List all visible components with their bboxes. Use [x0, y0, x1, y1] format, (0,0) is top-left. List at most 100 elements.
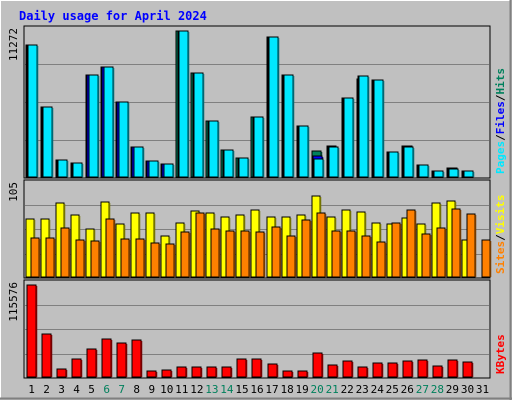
bar-pages-day-4-body — [72, 162, 83, 178]
bar-kbytes-day-29-body — [447, 359, 458, 378]
bar-sites-day-25 — [391, 222, 402, 278]
bar-pages-day-18-body — [283, 74, 294, 178]
bar-kbytes-day-14-body — [221, 366, 232, 378]
bar-pages-day-16 — [253, 116, 265, 178]
bar-sites-day-6-body — [105, 218, 115, 278]
bar-kbytes-day-16-body — [251, 358, 262, 378]
bar-sites-day-31 — [481, 239, 492, 278]
bar-sites-day-4 — [75, 239, 86, 278]
bar-sites-day-17-body — [271, 226, 281, 278]
panel-hits-files-pages: 11272 Pages/Files/Hits — [7, 25, 507, 179]
bar-sites-day-8-body — [135, 238, 145, 278]
bar-pages-day-5-body — [88, 74, 99, 178]
bar-kbytes-day-20-body — [312, 352, 323, 378]
bar-pages-day-9 — [148, 160, 160, 178]
bar-kbytes-day-10 — [161, 369, 173, 378]
bar-sites-day-28 — [436, 227, 447, 278]
bar-sites-day-13 — [210, 228, 221, 278]
panel-kbytes-max-label: 115576 — [7, 282, 20, 322]
bar-pages-day-8 — [133, 146, 145, 178]
bar-sites-day-24 — [376, 241, 387, 278]
bar-pages-day-3 — [57, 159, 69, 178]
bar-pages-day-27-body — [418, 164, 429, 178]
bar-kbytes-day-11-body — [176, 366, 187, 378]
bar-sites-day-27-body — [421, 233, 431, 278]
bar-sites-day-14 — [225, 230, 236, 278]
bar-pages-day-11 — [178, 30, 190, 178]
bar-pages-day-1 — [27, 44, 39, 178]
bar-kbytes-day-9 — [146, 370, 158, 378]
bar-sites-day-16 — [255, 231, 266, 278]
legend-sites: Sites — [494, 241, 507, 274]
panel-visits-sites-legend: Sites/Visits — [494, 195, 507, 275]
bar-sites-day-19 — [301, 219, 312, 278]
bar-sites-day-1-body — [30, 237, 40, 278]
bar-kbytes-day-19-body — [297, 370, 308, 378]
bar-sites-day-6 — [105, 218, 116, 278]
bar-kbytes-day-3-body — [56, 368, 67, 378]
bar-kbytes-day-25-body — [387, 362, 398, 378]
bar-kbytes-day-27-body — [417, 359, 428, 378]
x-label-day-14: 14 — [220, 383, 234, 396]
x-label-day-25: 25 — [386, 383, 399, 396]
bar-kbytes-day-17 — [267, 363, 279, 378]
bar-pages-day-10-body — [163, 163, 174, 178]
bar-pages-day-26 — [403, 146, 415, 178]
bar-kbytes-day-29 — [447, 359, 459, 378]
bar-kbytes-day-19 — [297, 370, 309, 378]
legend-separator: / — [494, 134, 507, 141]
x-label-day-1: 1 — [28, 383, 35, 396]
x-label-day-7: 7 — [118, 383, 125, 396]
bar-sites-day-13-body — [210, 228, 220, 278]
bar-kbytes-day-13-body — [206, 366, 217, 378]
bar-sites-day-30-body — [466, 213, 476, 278]
x-label-day-19: 19 — [295, 383, 308, 396]
x-label-day-24: 24 — [371, 383, 385, 396]
x-label-day-9: 9 — [148, 383, 155, 396]
bar-sites-day-4-body — [75, 239, 85, 278]
bar-sites-day-3-body — [60, 227, 70, 278]
bar-sites-day-10 — [165, 243, 176, 278]
bar-kbytes-day-4-body — [71, 358, 82, 378]
bar-kbytes-day-25 — [387, 362, 399, 378]
bar-sites-day-12 — [195, 212, 206, 278]
bar-pages-day-6 — [103, 66, 115, 178]
bar-sites-day-21 — [331, 230, 342, 278]
panel-hits-files-pages-legend: Pages/Files/Hits — [494, 68, 507, 174]
bar-kbytes-day-21 — [327, 364, 339, 378]
bar-kbytes-day-26-body — [402, 360, 413, 378]
bar-pages-day-21-body — [328, 146, 339, 178]
x-label-day-10: 10 — [160, 383, 173, 396]
bar-pages-day-29-body — [448, 168, 459, 178]
bar-pages-day-21 — [328, 146, 340, 178]
bar-kbytes-day-26 — [402, 360, 414, 378]
bar-pages-day-25-body — [388, 151, 399, 178]
legend-separator: / — [494, 94, 507, 101]
bar-sites-day-16-body — [255, 231, 265, 278]
bar-kbytes-day-6-body — [101, 338, 112, 378]
bar-pages-day-29 — [448, 168, 460, 178]
bar-kbytes-day-2-body — [41, 333, 52, 378]
bar-sites-day-26-body — [406, 209, 416, 278]
bar-kbytes-day-2 — [41, 333, 53, 378]
bar-kbytes-day-15 — [236, 358, 248, 378]
x-label-day-4: 4 — [73, 383, 80, 396]
bar-sites-day-7-body — [120, 238, 130, 278]
bar-sites-day-11-body — [180, 231, 190, 278]
bar-pages-day-22-body — [343, 97, 354, 178]
bar-sites-day-26 — [406, 209, 417, 278]
bar-sites-day-17 — [271, 226, 282, 278]
bar-pages-day-13 — [208, 120, 220, 178]
bar-pages-day-11-body — [178, 30, 189, 178]
panel-hits-files-pages-max-label: 11272 — [7, 28, 20, 61]
x-label-day-20: 20 — [310, 383, 323, 396]
bar-sites-day-9 — [150, 242, 161, 278]
x-label-day-26: 26 — [401, 383, 414, 396]
x-label-day-16: 16 — [250, 383, 263, 396]
bar-sites-day-2-body — [45, 237, 55, 278]
bar-kbytes-day-1 — [26, 284, 38, 378]
legend-pages: Pages — [494, 141, 507, 174]
bar-kbytes-day-23 — [357, 366, 369, 378]
bar-kbytes-day-21-body — [327, 364, 338, 378]
